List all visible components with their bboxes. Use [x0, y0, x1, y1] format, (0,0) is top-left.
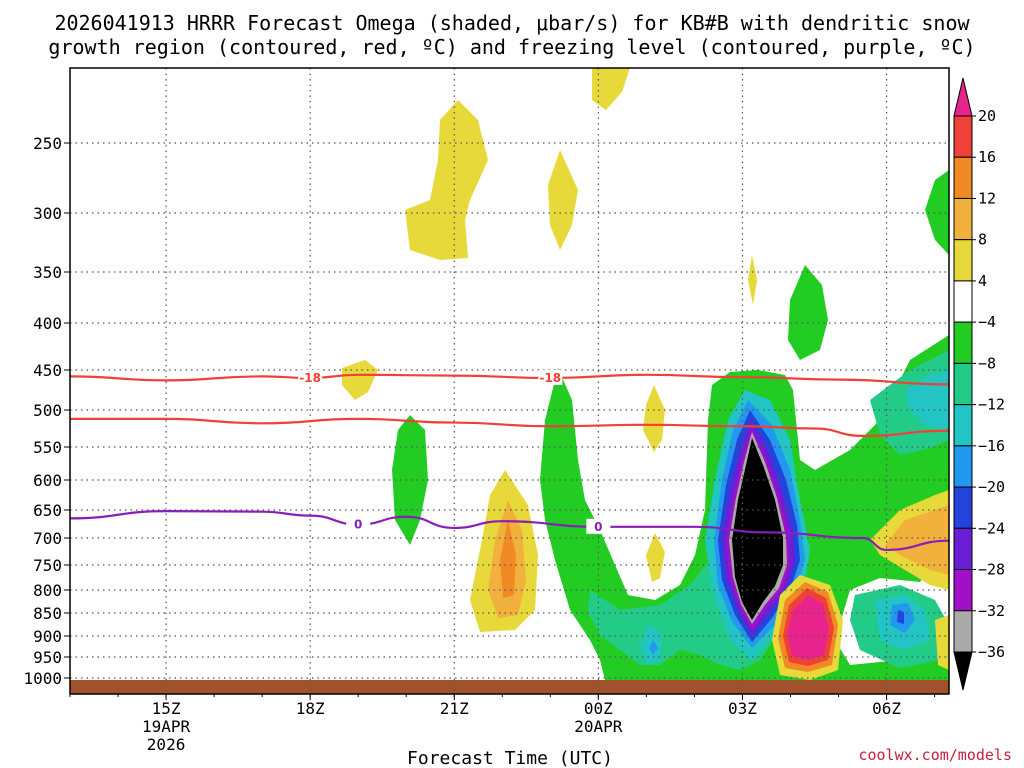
- y-tick-label: 800: [33, 581, 62, 600]
- freezing-level-contour: [70, 510, 949, 551]
- omega-blob: [548, 150, 578, 250]
- colorbar-label: −12: [978, 396, 1005, 414]
- colorbar-swatch: [953, 610, 973, 653]
- contour-label: 0: [354, 518, 362, 532]
- colorbar-swatch: [953, 445, 973, 488]
- omega-blob: [649, 640, 658, 655]
- colorbar-label: −28: [978, 561, 1005, 579]
- omega-blob: [643, 385, 665, 452]
- omega-blob: [405, 100, 488, 260]
- y-tick-label: 1000: [23, 669, 62, 688]
- chart-title-line2: growth region (contoured, red, ºC) and f…: [48, 35, 975, 59]
- colorbar-swatch: [953, 239, 973, 282]
- gridlines: [70, 68, 949, 694]
- x-tick-year: 2026: [147, 735, 186, 754]
- x-tick-label: 03Z: [728, 699, 757, 718]
- colorbar-swatch: [953, 280, 973, 323]
- colorbar-label: 4: [978, 272, 987, 290]
- colorbar-label: −8: [978, 354, 996, 372]
- ground-strip: [70, 680, 949, 694]
- y-tick-label: 850: [33, 604, 62, 623]
- colorbar-label: 12: [978, 189, 996, 207]
- x-tick-label: 00Z: [584, 699, 613, 718]
- colorbar-label: −20: [978, 478, 1005, 496]
- omega-shading: [342, 68, 949, 694]
- contour-lines: -18 -18 0 0: [70, 370, 949, 551]
- colorbar-label: 8: [978, 231, 987, 249]
- y-tick-label: 700: [33, 529, 62, 548]
- omega-blob: [748, 255, 757, 305]
- contour-label: -18: [539, 371, 561, 385]
- omega-blob: [788, 265, 828, 360]
- x-tick-label: 21Z: [440, 699, 469, 718]
- colorbar-label: −24: [978, 519, 1005, 537]
- contour-label: 0: [594, 520, 602, 534]
- x-tick-label: 15Z: [152, 699, 181, 718]
- x-tick-date: 19APR: [142, 717, 191, 736]
- y-tick-label: 550: [33, 438, 62, 457]
- colorbar-swatch: [953, 115, 973, 158]
- y-tick-label: 450: [33, 361, 62, 380]
- omega-blob: [897, 610, 904, 624]
- y-tick-label: 500: [33, 401, 62, 420]
- omega-blob: [925, 170, 949, 255]
- omega-blob: [646, 533, 665, 582]
- colorbar-label: −16: [978, 437, 1005, 455]
- x-tick-date: 20APR: [574, 717, 623, 736]
- y-tick-label: 950: [33, 648, 62, 667]
- colorbar-swatch: [953, 486, 973, 529]
- dgz-upper-contour: [70, 373, 949, 386]
- colorbar-top-arrow: [953, 77, 973, 117]
- chart-title-line1: 2026041913 HRRR Forecast Omega (shaded, …: [54, 11, 970, 35]
- omega-blob: [500, 520, 516, 598]
- colorbar-swatch: [953, 197, 973, 241]
- y-tick-label: 750: [33, 556, 62, 575]
- y-tick-label: 400: [33, 314, 62, 333]
- colorbar-swatch: [953, 362, 973, 406]
- colorbar: 20 16 12 8 4 −4 −8 −12 −16 −20 −24 −28 −32 −36: [953, 77, 1005, 691]
- omega-blob: [342, 360, 378, 400]
- x-tick-label: 18Z: [296, 699, 325, 718]
- colorbar-label: −32: [978, 602, 1005, 620]
- omega-blob: [787, 595, 829, 660]
- colorbar-swatch: [953, 527, 973, 571]
- colorbar-label: 20: [978, 107, 996, 125]
- y-tick-label: 900: [33, 627, 62, 646]
- contour-label: -18: [299, 371, 321, 385]
- contour-label-bg: [538, 370, 563, 385]
- contour-label-bg: [298, 370, 323, 385]
- plot-frame: [69, 67, 950, 695]
- colorbar-swatch: [953, 156, 973, 199]
- omega-blob: [935, 615, 949, 670]
- credit-text: coolwx.com/models: [858, 746, 1012, 764]
- x-tick-label: 06Z: [872, 699, 901, 718]
- y-tick-label: 350: [33, 263, 62, 282]
- colorbar-swatch: [953, 569, 973, 612]
- y-axis-ticks: 250 300 350 400 450 500 550 600 650 700 750 800 850 9…: [23, 134, 70, 688]
- omega-blob: [592, 68, 630, 110]
- colorbar-label: −4: [978, 313, 996, 331]
- y-tick-label: 250: [33, 134, 62, 153]
- y-tick-label: 650: [33, 501, 62, 520]
- colorbar-label: −36: [978, 643, 1005, 661]
- colorbar-swatch: [953, 404, 973, 447]
- contour-label-bg: [346, 516, 371, 532]
- omega-blob: [732, 438, 783, 620]
- y-tick-label: 300: [33, 204, 62, 223]
- omega-blob: [885, 505, 949, 575]
- colorbar-label: 16: [978, 148, 996, 166]
- colorbar-bottom-arrow: [953, 651, 973, 691]
- contour-label-bg: [586, 518, 611, 534]
- dgz-lower-contour: [70, 417, 949, 438]
- colorbar-swatch: [953, 321, 973, 364]
- x-axis-label: Forecast Time (UTC): [407, 748, 613, 768]
- y-tick-label: 600: [33, 471, 62, 490]
